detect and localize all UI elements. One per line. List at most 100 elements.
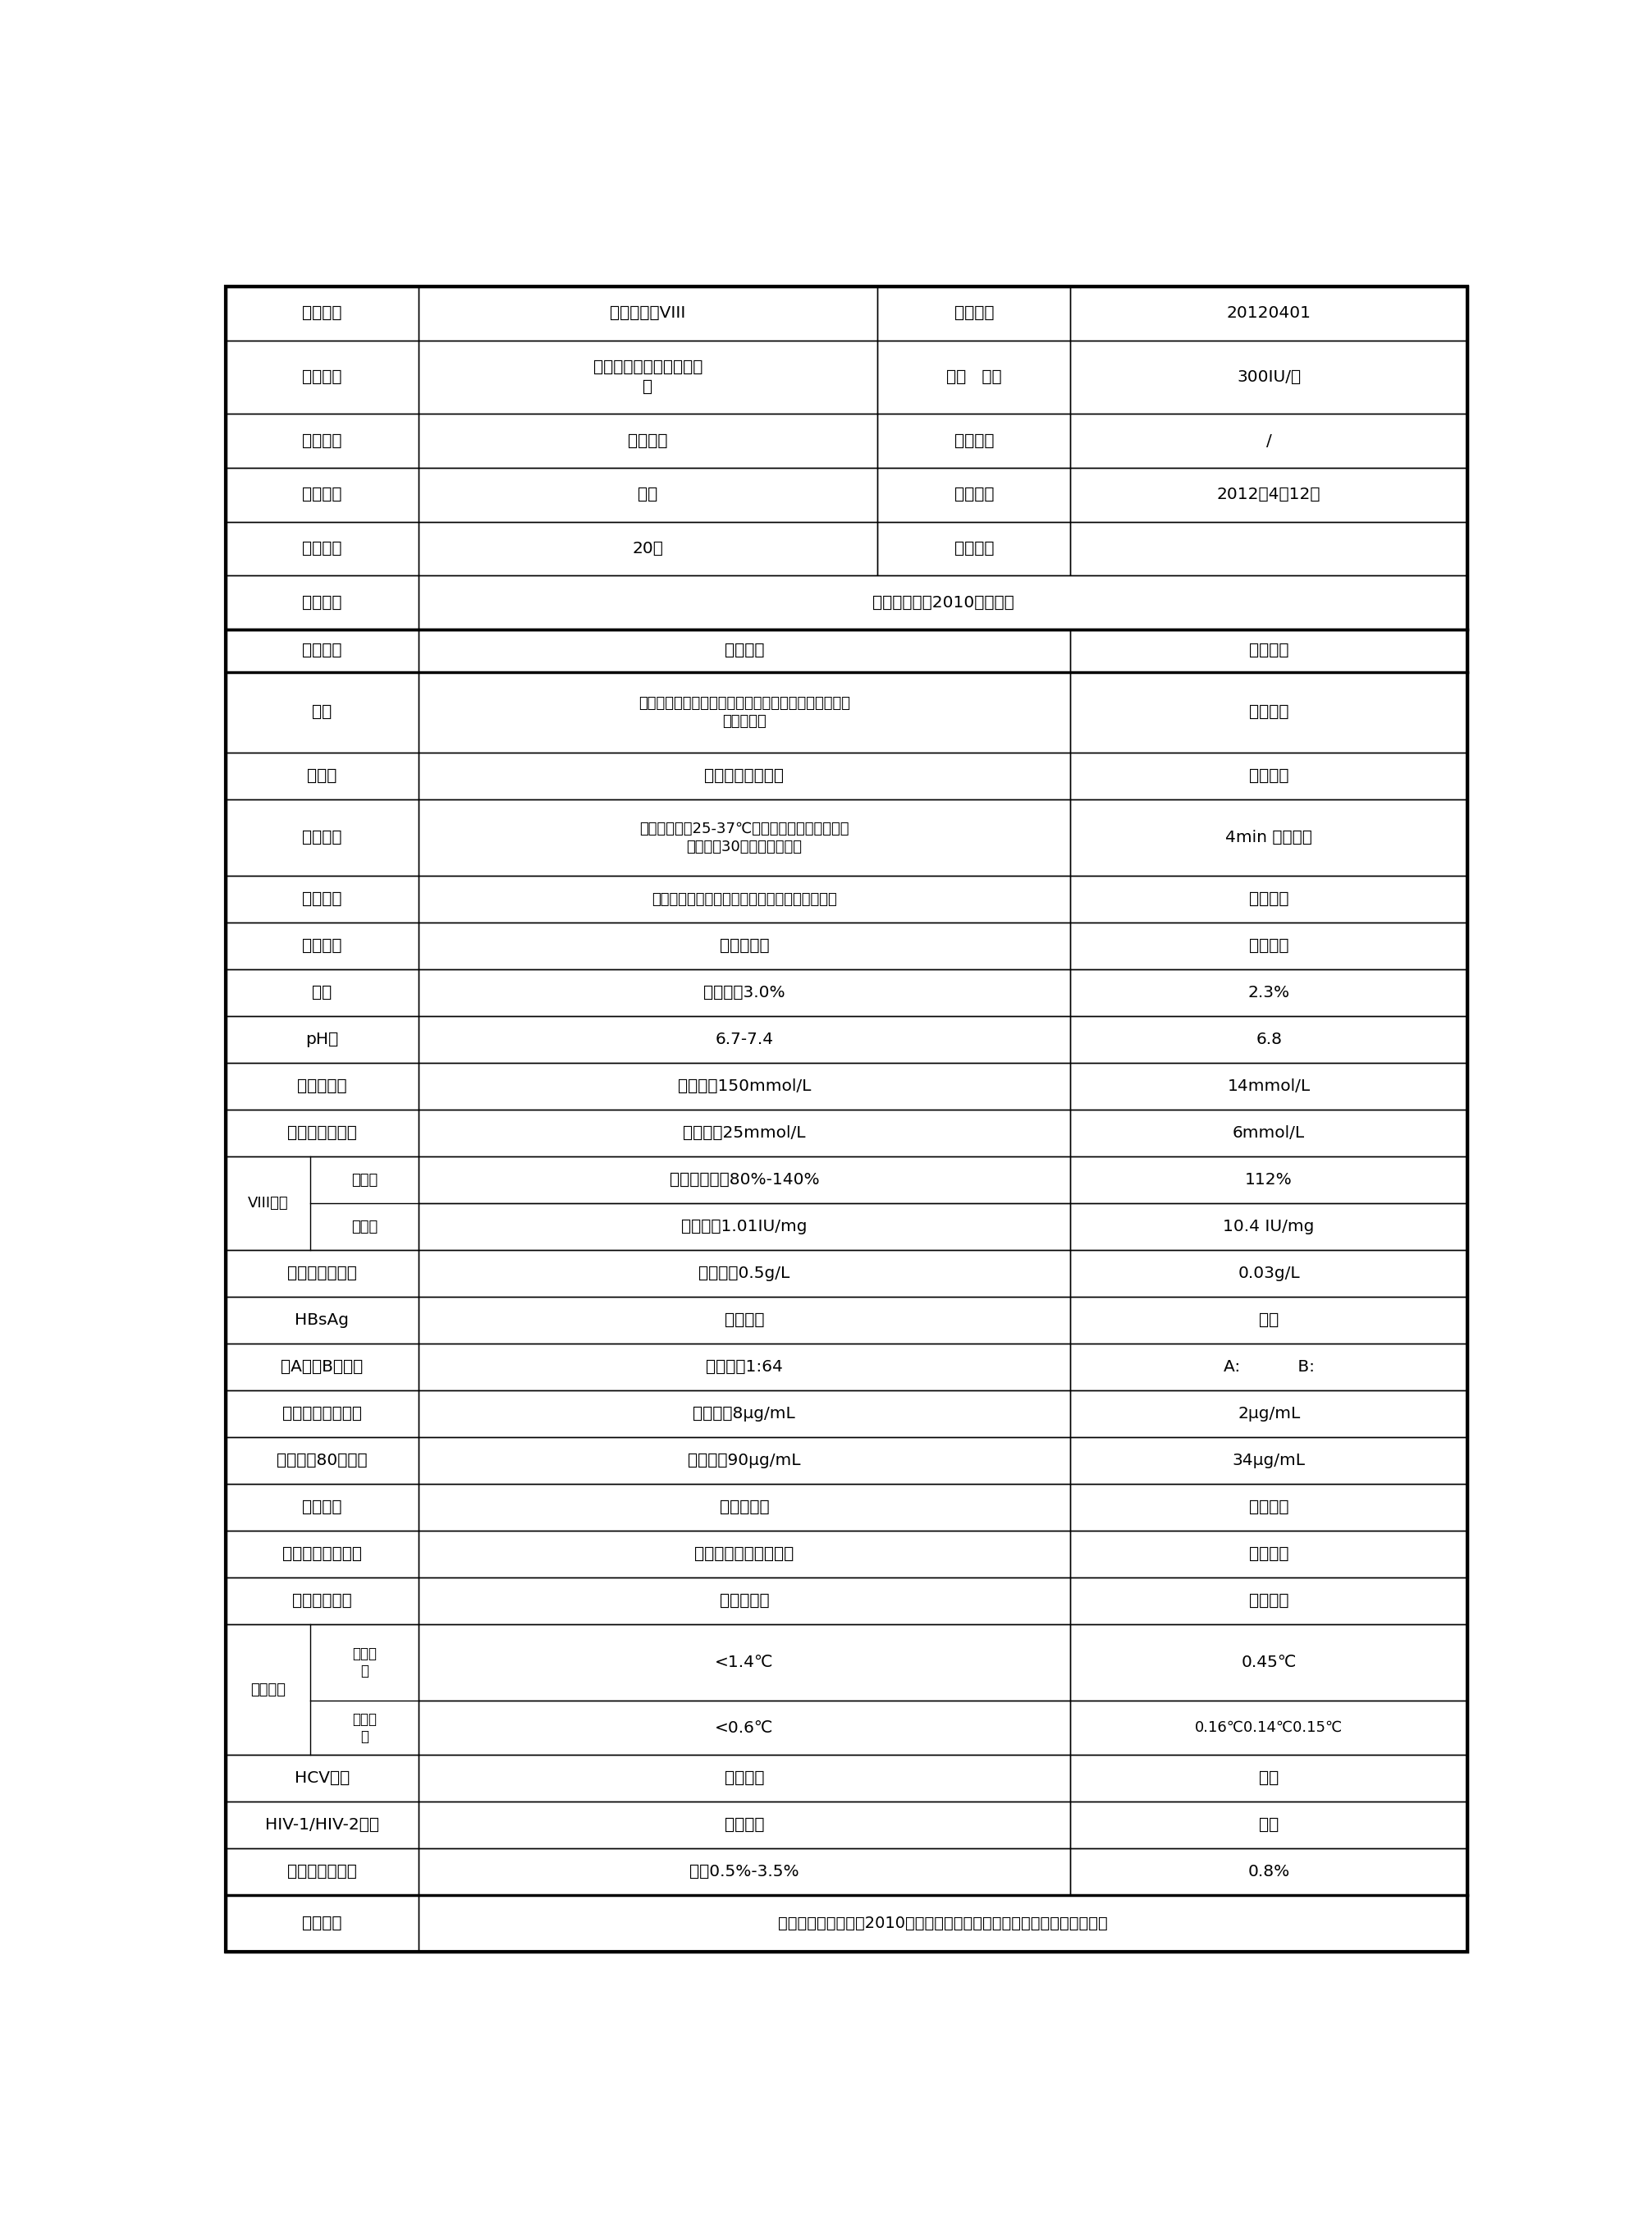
Text: 6.8: 6.8	[1256, 1033, 1282, 1048]
Text: 异常毒性检查: 异常毒性检查	[292, 1593, 352, 1609]
Bar	[1070, 1438, 1467, 1485]
Text: HIV-1/HIV-2抗体: HIV-1/HIV-2抗体	[264, 1817, 378, 1833]
Text: 检验依据: 检验依据	[302, 594, 342, 609]
Text: 按标示量加入25-37℃的灭菌注射用水，轻轻摇
动，应于30分钟内完全溶解: 按标示量加入25-37℃的灭菌注射用水，轻轻摇 动，应于30分钟内完全溶解	[639, 822, 849, 853]
Bar	[418, 671, 1070, 753]
Text: 应不高于8μg/mL: 应不高于8μg/mL	[692, 1407, 795, 1423]
Bar	[226, 1017, 418, 1064]
Text: 阴性: 阴性	[1259, 1312, 1279, 1327]
Text: 总效价: 总效价	[352, 1172, 378, 1188]
Text: 全检: 全检	[638, 488, 657, 503]
Bar	[226, 800, 418, 875]
Text: 符合规定: 符合规定	[1249, 1547, 1289, 1562]
Bar	[418, 414, 877, 468]
Bar	[418, 1203, 1070, 1250]
Bar	[418, 576, 1467, 629]
Text: 抽样数量: 抽样数量	[302, 541, 342, 556]
Text: 6mmol/L: 6mmol/L	[1232, 1126, 1305, 1141]
Text: 比活性: 比活性	[352, 1219, 378, 1234]
Bar	[418, 629, 1070, 671]
Bar	[418, 341, 877, 414]
Bar	[226, 629, 1467, 1952]
Text: 检验目的: 检验目的	[302, 432, 342, 448]
Text: 应为阴性: 应为阴性	[724, 1817, 765, 1833]
Bar	[1070, 1296, 1467, 1343]
Text: 符合规定: 符合规定	[1249, 705, 1289, 720]
Bar	[877, 286, 1070, 341]
Text: 可见异物: 可见异物	[302, 891, 342, 906]
Text: 检品名称: 检品名称	[302, 306, 342, 321]
Text: 人凝血因子VIII: 人凝血因子VIII	[610, 306, 686, 321]
Bar	[1070, 753, 1467, 800]
Bar	[1070, 971, 1467, 1017]
Bar	[1070, 1702, 1467, 1755]
Text: 升温总
和: 升温总 和	[352, 1646, 377, 1678]
Bar	[226, 286, 1467, 629]
Text: 检验项目: 检验项目	[302, 643, 342, 658]
Text: 应为阴性: 应为阴性	[724, 1312, 765, 1327]
Bar	[226, 1250, 418, 1296]
Text: 仅与人血浆产生沉淀线: 仅与人血浆产生沉淀线	[694, 1547, 795, 1562]
Text: 检验项目: 检验项目	[302, 488, 342, 503]
Text: 甘氨酸含量检测: 甘氨酸含量检测	[287, 1864, 357, 1879]
Text: 0.16℃0.14℃0.15℃: 0.16℃0.14℃0.15℃	[1194, 1720, 1343, 1735]
Bar	[1070, 1250, 1467, 1296]
Text: 成品检验: 成品检验	[628, 432, 667, 448]
Bar	[418, 1389, 1070, 1438]
Text: HBsAg: HBsAg	[294, 1312, 349, 1327]
Text: 真空度: 真空度	[307, 769, 337, 784]
Bar	[1070, 629, 1467, 671]
Bar	[418, 1802, 1070, 1848]
Bar	[1070, 1343, 1467, 1389]
Bar	[226, 414, 418, 468]
Bar	[226, 1578, 418, 1624]
Text: 4min 符合规定: 4min 符合规定	[1226, 831, 1312, 847]
Bar	[226, 753, 418, 800]
Text: 应为标示量的80%-140%: 应为标示量的80%-140%	[669, 1172, 819, 1188]
Text: 2μg/mL: 2μg/mL	[1237, 1407, 1300, 1423]
Text: 应不高于150mmol/L: 应不高于150mmol/L	[677, 1079, 811, 1095]
Text: 应不低于1.01IU/mg: 应不低于1.01IU/mg	[681, 1219, 808, 1234]
Bar	[1070, 1755, 1467, 1802]
Bar	[226, 875, 418, 922]
Bar	[226, 1802, 418, 1848]
Bar	[418, 1296, 1070, 1343]
Text: 应为阴性: 应为阴性	[724, 1771, 765, 1786]
Text: 20120401: 20120401	[1227, 306, 1312, 321]
Text: 应出现蓝紫色辉光: 应出现蓝紫色辉光	[704, 769, 785, 784]
Text: 应不高于25mmol/L: 应不高于25mmol/L	[682, 1126, 806, 1141]
Text: 应不高于3.0%: 应不高于3.0%	[704, 986, 785, 1002]
Bar	[418, 1110, 1070, 1157]
Bar	[226, 1389, 418, 1438]
Bar	[226, 341, 418, 414]
Bar	[226, 1531, 418, 1578]
Bar	[877, 521, 1070, 576]
Text: 应符合规定: 应符合规定	[719, 937, 770, 953]
Text: 枸橼酸离子含量: 枸橼酸离子含量	[287, 1126, 357, 1141]
Bar	[418, 1531, 1070, 1578]
Bar	[226, 1296, 418, 1343]
Bar	[418, 971, 1070, 1017]
Bar	[418, 1017, 1070, 1064]
Bar	[418, 1064, 1070, 1110]
Bar	[226, 1438, 418, 1485]
Bar	[1070, 1531, 1467, 1578]
Bar	[418, 1438, 1070, 1485]
Text: 阴性: 阴性	[1259, 1771, 1279, 1786]
Bar	[418, 753, 1070, 800]
Bar	[418, 922, 1070, 971]
Text: 标准规定: 标准规定	[724, 643, 765, 658]
Bar	[226, 922, 418, 971]
Text: 2.3%: 2.3%	[1247, 986, 1290, 1002]
Bar	[1070, 1848, 1467, 1895]
Bar	[226, 971, 418, 1017]
Text: 应符合规定: 应符合规定	[719, 1593, 770, 1609]
Text: 300IU/瓶: 300IU/瓶	[1237, 370, 1302, 386]
Bar	[418, 468, 877, 521]
Bar	[418, 800, 1070, 875]
Text: 鉴别：免疫双扩散: 鉴别：免疫双扩散	[282, 1547, 362, 1562]
Bar	[418, 1755, 1070, 1802]
Text: 应为乳白色疏松体，复溶后溶液应为无色澄清液体，可
带轻微乳光: 应为乳白色疏松体，复溶后溶液应为无色澄清液体，可 带轻微乳光	[638, 696, 851, 729]
Text: 0.8%: 0.8%	[1247, 1864, 1290, 1879]
Text: 《中国药典》2010年版三部: 《中国药典》2010年版三部	[872, 594, 1014, 609]
